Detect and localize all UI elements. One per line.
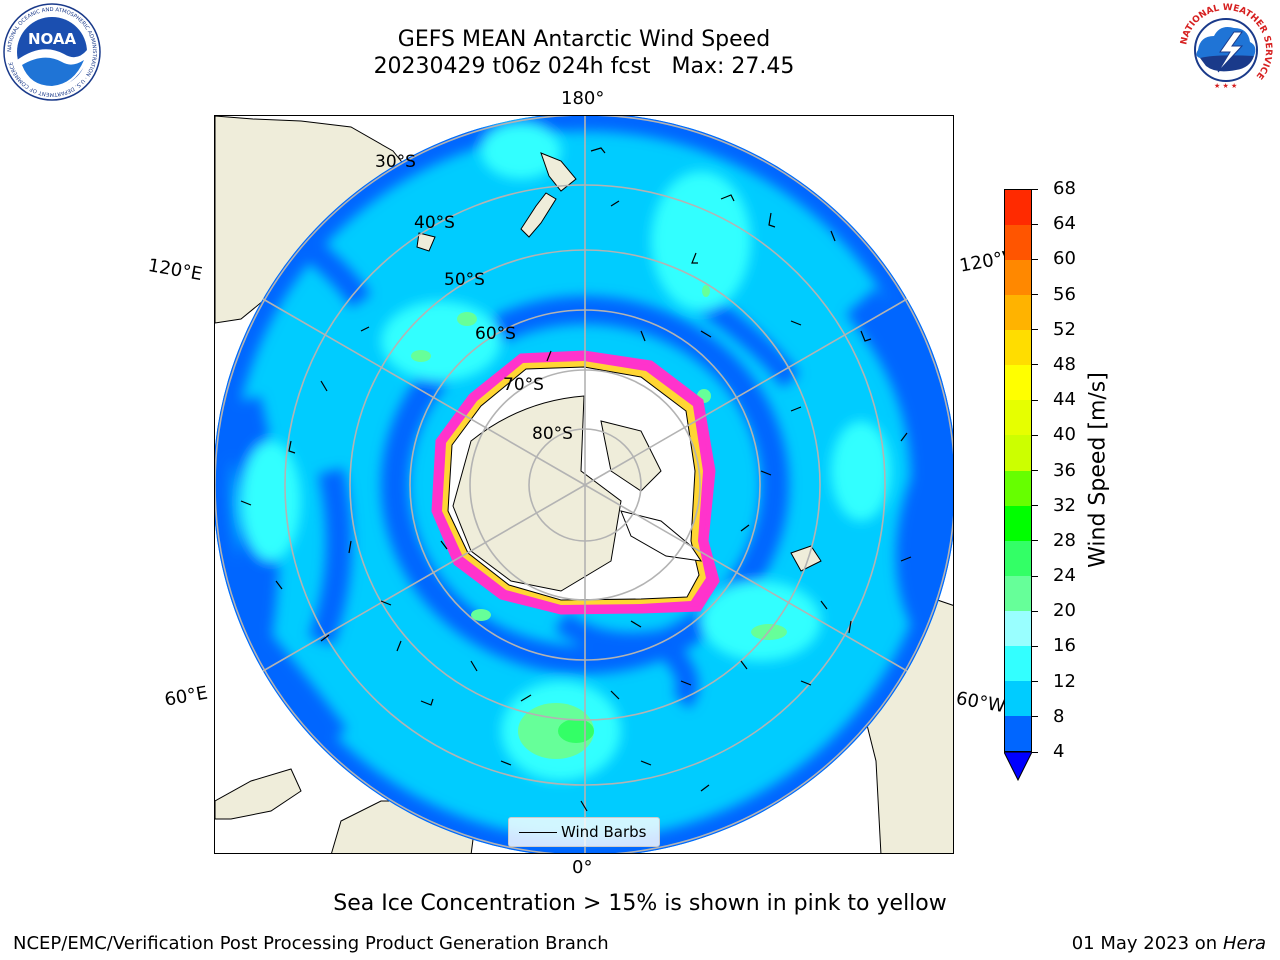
colorbar-tick bbox=[1032, 681, 1038, 683]
wind-barbs bbox=[240, 147, 912, 812]
footer-date-text: 01 May 2023 on bbox=[1071, 933, 1218, 954]
map-legend: Wind Barbs bbox=[508, 817, 660, 847]
colorbar-tick-label: 20 bbox=[1053, 600, 1076, 622]
map-panel bbox=[214, 115, 954, 854]
nws-logo: NATIONAL WEATHER SERVICE ★ ★ ★ bbox=[1178, 2, 1274, 98]
max-value: Max: 27.45 bbox=[671, 54, 795, 79]
colorbar-tick bbox=[1032, 364, 1038, 366]
colorbar-segment bbox=[1005, 680, 1031, 716]
colorbar-segment bbox=[1005, 645, 1031, 681]
colorbar-tick bbox=[1032, 434, 1038, 436]
colorbar-tick bbox=[1032, 540, 1038, 542]
lat-label-50s: 50°S bbox=[444, 270, 485, 290]
lon-label-0: 0° bbox=[572, 857, 593, 878]
colorbar-tick bbox=[1032, 645, 1038, 647]
lat-label-40s: 40°S bbox=[414, 213, 455, 233]
polar-map bbox=[215, 116, 953, 853]
forecast-cycle: 20230429 t06z 024h fcst bbox=[373, 54, 651, 79]
colorbar-segment bbox=[1005, 190, 1031, 226]
colorbar-tick bbox=[1032, 505, 1038, 507]
footer-date: 01 May 2023 on Hera bbox=[1072, 933, 1266, 954]
noaa-logo: NATIONAL OCEANIC AND ATMOSPHERIC ADMINIS… bbox=[3, 3, 101, 101]
colorbar-segment bbox=[1005, 330, 1031, 366]
colorbar-segment bbox=[1005, 435, 1031, 471]
colorbar-tick-label: 44 bbox=[1053, 389, 1076, 411]
colorbar-tick-label: 56 bbox=[1053, 283, 1076, 305]
map-subtitle: 20230429 t06z 024h fcst Max: 27.45 bbox=[0, 54, 1168, 79]
colorbar-tick-label: 52 bbox=[1053, 318, 1076, 340]
lon-label-60e: 60°E bbox=[163, 682, 210, 711]
colorbar-tick-label: 16 bbox=[1053, 635, 1076, 657]
legend-label: Wind Barbs bbox=[561, 823, 647, 841]
colorbar-tick-label: 28 bbox=[1053, 529, 1076, 551]
colorbar-segment bbox=[1005, 225, 1031, 261]
colorbar-tick-label: 32 bbox=[1053, 494, 1076, 516]
colorbar-tick bbox=[1032, 399, 1038, 401]
wind-barb-swatch bbox=[519, 832, 557, 833]
colorbar-segment bbox=[1005, 540, 1031, 576]
svg-text:★ ★ ★: ★ ★ ★ bbox=[1214, 82, 1237, 90]
colorbar-tick bbox=[1032, 223, 1038, 225]
colorbar-tick-label: 48 bbox=[1053, 353, 1076, 375]
lat-label-60s: 60°S bbox=[475, 324, 516, 344]
colorbar-tick-label: 24 bbox=[1053, 565, 1076, 587]
sea-ice-caption: Sea Ice Concentration > 15% is shown in … bbox=[333, 891, 947, 916]
colorbar-segment bbox=[1005, 610, 1031, 646]
colorbar-tick bbox=[1032, 751, 1038, 753]
footer-producer: NCEP/EMC/Verification Post Processing Pr… bbox=[13, 933, 609, 954]
footer-machine: Hera bbox=[1222, 933, 1266, 954]
colorbar-tick-label: 68 bbox=[1053, 178, 1076, 199]
graticule bbox=[215, 116, 953, 853]
lon-label-120e: 120°E bbox=[146, 255, 204, 286]
colorbar-segment bbox=[1005, 400, 1031, 436]
colorbar-tick bbox=[1032, 294, 1038, 296]
lat-label-70s: 70°S bbox=[503, 375, 544, 395]
colorbar-tick bbox=[1032, 329, 1038, 331]
colorbar-tick-label: 64 bbox=[1053, 213, 1076, 235]
colorbar-tick bbox=[1032, 610, 1038, 612]
colorbar-segment bbox=[1005, 260, 1031, 296]
lon-label-180: 180° bbox=[561, 88, 605, 109]
colorbar-tick-label: 60 bbox=[1053, 248, 1076, 270]
colorbar-under-arrow bbox=[1004, 752, 1032, 782]
colorbar-segment bbox=[1005, 575, 1031, 611]
colorbar-tick bbox=[1032, 258, 1038, 260]
svg-text:NOAA: NOAA bbox=[28, 30, 77, 48]
colorbar bbox=[1004, 189, 1032, 752]
colorbar-title: Wind Speed [m/s] bbox=[1085, 372, 1111, 568]
colorbar-segment bbox=[1005, 505, 1031, 541]
wind-speed-field bbox=[215, 116, 953, 853]
antarctica bbox=[447, 366, 703, 601]
lon-label-60w: 60°W bbox=[954, 688, 1007, 718]
colorbar-segment bbox=[1005, 470, 1031, 506]
lat-label-30s: 30°S bbox=[375, 152, 416, 172]
colorbar-tick bbox=[1032, 470, 1038, 471]
inner-land bbox=[416, 152, 822, 572]
colorbar-tick-label: 12 bbox=[1053, 670, 1076, 692]
colorbar-tick-label: 8 bbox=[1053, 705, 1065, 727]
colorbar-segment bbox=[1005, 715, 1031, 751]
colorbar-tick-label: 36 bbox=[1053, 459, 1076, 481]
colorbar-segment bbox=[1005, 295, 1031, 331]
colorbar-tick-label: 4 bbox=[1053, 741, 1065, 762]
map-title: GEFS MEAN Antarctic Wind Speed bbox=[397, 27, 771, 52]
colorbar-segment bbox=[1005, 365, 1031, 401]
colorbar-tick bbox=[1032, 716, 1038, 718]
colorbar-tick-label: 40 bbox=[1053, 424, 1076, 446]
colorbar-tick bbox=[1032, 188, 1038, 190]
lat-label-80s: 80°S bbox=[532, 424, 573, 444]
colorbar-tick bbox=[1032, 575, 1038, 577]
